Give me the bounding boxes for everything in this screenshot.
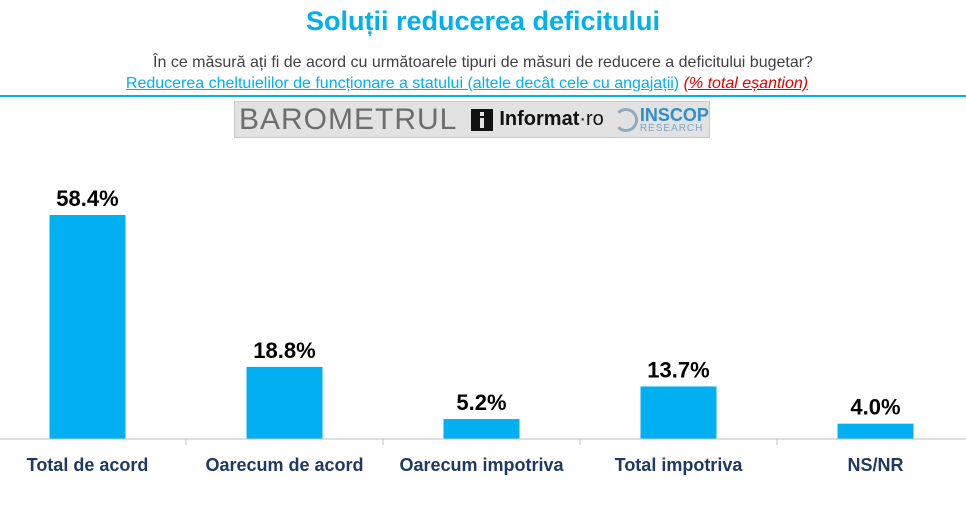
barometer-logo-banner: BAROMETRUL Informat·ro INSCOP RESEARCH (234, 101, 710, 138)
informat-logo-suffix: ·ro (579, 108, 604, 130)
x-axis-ticks (185, 439, 778, 445)
inscop-logo-subtext: RESEARCH (639, 122, 704, 134)
bar-total-impotriva (640, 386, 717, 439)
bar-oarecum-de-acord (246, 366, 323, 439)
informat-logo-text: Informat (499, 108, 580, 130)
data-labels: 58.4% 18.8% 5.2% 13.7% 4.0% (56, 186, 900, 420)
info-icon (471, 108, 494, 131)
page-title: Soluții reducerea deficitului (305, 6, 661, 36)
category-labels: Total de acord Oarecum de acord Oarecum im… (27, 455, 904, 475)
bar-group (49, 215, 914, 439)
topic-text: Reducerea cheltuielilor de funcționare a… (125, 75, 680, 92)
inscop-logo: INSCOP RESEARCH (640, 106, 709, 134)
data-label-total-impotriva: 13.7% (647, 357, 709, 382)
informat-logo: Informat·ro (499, 108, 603, 131)
category-label-total-impotriva: Total impotriva (615, 455, 744, 475)
category-label-total-de-acord: Total de acord (27, 455, 149, 475)
bar-total-de-acord (49, 215, 126, 439)
data-label-total-de-acord: 58.4% (56, 186, 118, 211)
header-divider (0, 95, 966, 97)
category-label-oarecum-de-acord: Oarecum de acord (205, 455, 363, 475)
category-label-ns-nr: NS/NR (847, 455, 903, 475)
data-label-oarecum-impotriva: 5.2% (456, 390, 506, 415)
data-label-oarecum-de-acord: 18.8% (253, 338, 315, 363)
bar-ns-nr (837, 423, 914, 439)
barometrul-logo: BAROMETRUL (239, 102, 458, 136)
data-label-ns-nr: 4.0% (850, 395, 900, 420)
question-text: În ce măsură ați fi de acord cu următoar… (153, 54, 813, 71)
inscop-logo-text: INSCOP (639, 104, 709, 125)
bar-oarecum-impotriva (443, 419, 520, 439)
inscop-swirl-icon (613, 107, 638, 132)
topic-line: Reducerea cheltuielilor de funcționare a… (0, 75, 934, 93)
category-label-oarecum-impotriva: Oarecum impotriva (399, 455, 564, 475)
sample-note: (% total eșantion) (683, 75, 809, 92)
